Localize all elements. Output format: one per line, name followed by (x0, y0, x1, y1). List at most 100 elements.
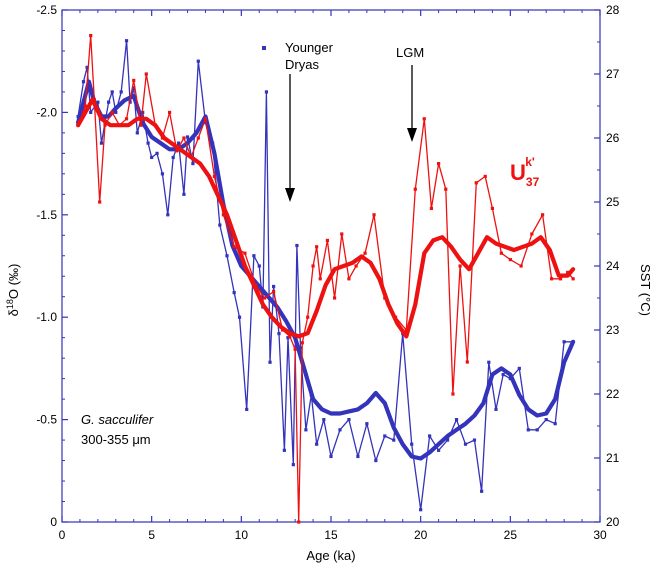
series-line-sst_smooth (75, 97, 576, 339)
series-point-sst_raw (499, 251, 503, 255)
series-point-sst_raw (306, 315, 310, 319)
series-point-d18o_raw (454, 418, 459, 422)
series-point-d18o_raw (135, 131, 139, 135)
series-point-d18o_raw (185, 135, 190, 139)
y-right-tick-label: 25 (606, 195, 620, 209)
series-point-sst_raw (272, 290, 276, 294)
species-label: G. sacculifer (81, 412, 154, 427)
series-point-sst_raw (437, 162, 441, 166)
series-point-d18o_raw (176, 141, 181, 145)
series-point-sst_raw (465, 360, 469, 364)
series-point-sst_raw (83, 104, 87, 108)
series-point-d18o_raw (553, 422, 557, 426)
series-point-d18o_raw (410, 442, 414, 446)
series-point-d18o_raw (119, 90, 123, 94)
series-point-d18o_raw (114, 110, 118, 114)
series-point-sst_raw (196, 136, 200, 140)
series-point-sst_raw (541, 213, 545, 217)
y-axis-right-label: SST (°C) (638, 264, 650, 316)
series-point-d18o_raw (264, 90, 269, 94)
series-point-d18o_raw (196, 59, 200, 63)
y-right-tick-label: 27 (606, 67, 620, 81)
series-point-d18o_raw (374, 458, 378, 463)
series-point-d18o_raw (218, 223, 222, 227)
x-axis: 0 5 10 15 20 25 30 (59, 10, 607, 542)
series-point-d18o_raw (329, 454, 333, 459)
series-point-d18o_raw (501, 372, 505, 377)
series-point-sst_raw (300, 341, 304, 345)
series-point-sst_raw (571, 277, 575, 281)
y-right-tick-label: 28 (606, 3, 620, 17)
series-point-sst_raw (293, 347, 297, 351)
y-right-tick-label: 24 (606, 259, 620, 273)
series-point-d18o_raw (494, 407, 498, 411)
series-point-d18o_raw (365, 422, 369, 426)
y-left-tick-label: -0.5 (36, 413, 57, 427)
lgm-arrow (407, 65, 417, 142)
series-point-d18o_raw (535, 428, 539, 432)
series-point-d18o_raw (304, 428, 308, 432)
series-point-sst_raw (429, 206, 434, 210)
series-point-sst_raw (451, 392, 455, 396)
uk37-base: U (510, 160, 526, 185)
series-point-d18o_raw (110, 90, 114, 94)
series-point-d18o_raw (268, 360, 272, 364)
y-axis-left-label-sup: 18 (5, 299, 15, 309)
y-axis-left-label-rest: O (‰) (6, 264, 21, 299)
series-point-sst_raw (530, 232, 534, 236)
series-point-sst_raw (89, 34, 93, 38)
series-point-d18o_raw (291, 463, 295, 467)
series-point-d18o_raw (252, 254, 256, 258)
series-point-d18o_raw (544, 418, 548, 422)
series-point-sst_raw (549, 277, 554, 281)
series-point-d18o_raw (81, 80, 86, 84)
uk37-sup: k' (525, 155, 535, 169)
y-right-tick-label: 22 (606, 387, 620, 401)
series-point-sst_raw (422, 117, 426, 121)
y-right-tick-label: 21 (606, 451, 620, 465)
series-point-sst_raw (212, 174, 217, 178)
series-point-sst_raw (203, 117, 208, 121)
series-point-sst_raw (243, 251, 247, 255)
series-point-d18o_raw (132, 86, 136, 90)
series-point-sst_raw (413, 187, 417, 191)
younger-dryas-arrow (285, 74, 295, 202)
y-left-tick-label: -2.0 (36, 105, 57, 119)
younger-dryas-label-line1: Younger (285, 40, 334, 55)
series-point-d18o_raw (272, 284, 276, 289)
lgm-label: LGM (396, 45, 424, 60)
series-point-d18o_raw (562, 340, 566, 344)
series-point-sst_raw (318, 277, 322, 281)
series-point-sst_raw (519, 264, 523, 268)
x-tick-label: 25 (504, 528, 518, 542)
x-tick-label: 10 (235, 528, 249, 542)
series-point-d18o_raw (166, 213, 170, 217)
series-point-sst_raw (232, 245, 236, 249)
series-point-d18o_raw (445, 438, 450, 442)
series-point-d18o_raw (298, 346, 303, 350)
y-axis-left-label-main: δ (6, 309, 21, 316)
y-left-tick-label: -2.5 (36, 3, 57, 17)
series-point-sst_raw (182, 136, 186, 140)
series-point-sst_raw (325, 238, 330, 242)
y-left-tick-label: 0 (50, 515, 57, 529)
series-point-d18o_raw (171, 155, 175, 160)
x-tick-label: 5 (148, 528, 155, 542)
series-point-sst_raw (144, 72, 148, 76)
series-point-sst_raw (347, 277, 351, 281)
series-point-d18o_raw (437, 448, 441, 452)
series-point-sst_raw (124, 117, 129, 121)
younger-dryas-label-line2: Dryas (285, 57, 319, 72)
series-point-d18o_raw (526, 428, 530, 432)
series-point-d18o_raw (107, 100, 111, 104)
y-left-tick-label: -1.5 (36, 208, 57, 222)
x-tick-label: 20 (414, 528, 428, 542)
y-right-tick-label: 23 (606, 323, 620, 337)
series-point-d18o_raw (338, 428, 342, 432)
series-point-sst_raw (132, 78, 136, 82)
series-line-d18o_smooth (75, 79, 576, 461)
y-axis-left: 0 -0.5 -1.0 -1.5 -2.0 -2.5 (36, 3, 68, 529)
x-axis-label: Age (ka) (306, 548, 355, 563)
series-point-sst_raw (168, 110, 172, 114)
